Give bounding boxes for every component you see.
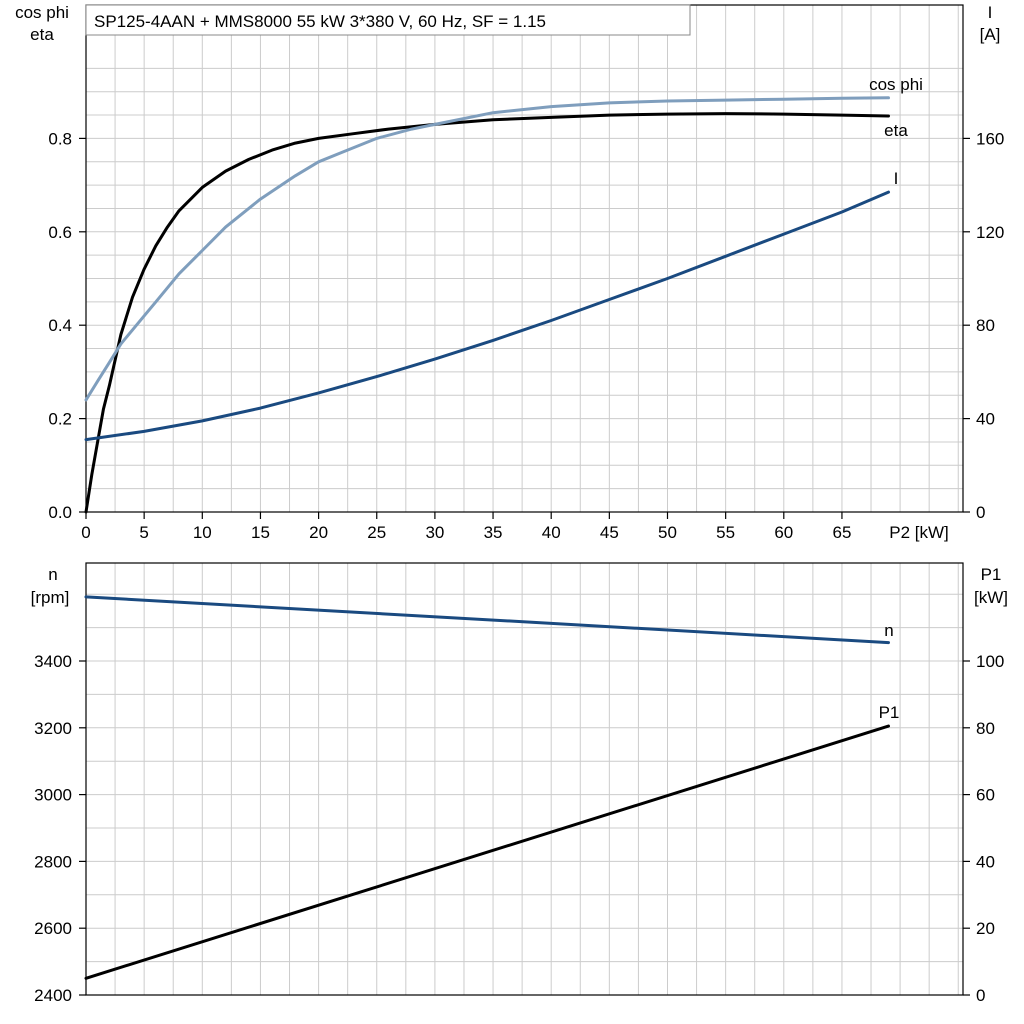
y-right-tick-label: 0 [976,503,985,522]
y-right-tick-label: 20 [976,919,995,938]
y-left-axis-label-line1: n [48,565,57,584]
x-tick-label: 25 [367,523,386,542]
x-tick-label: 10 [193,523,212,542]
series-label-i: I [894,169,899,188]
y-left-tick-label: 3200 [34,719,72,738]
x-tick-label: 40 [542,523,561,542]
bottom-plot: 2400 2600 2800 3000 3200 3400 n [rpm] 0 20 40 60 80 1… [31,562,1008,1005]
y-right-axis-label-line1: I [988,3,993,22]
y-right-axis-label-line1: P1 [981,565,1002,584]
y-left-tick-label: 3000 [34,786,72,805]
y-right-axis-label-line2: [A] [980,25,1001,44]
y-right-tick-label: 60 [976,786,995,805]
series-line-p1 [84,724,890,980]
series-line-cos-phi [84,96,890,402]
y-right-axis-label-line2: [kW] [974,588,1008,607]
y-left-tick-label: 2600 [34,919,72,938]
x-tick-label: 20 [309,523,328,542]
y-left-axis-label-line1: cos phi [15,3,69,22]
y-right-tick-label: 0 [976,986,985,1005]
x-tick-label: 5 [139,523,148,542]
y-left-tick-label: 0.4 [48,316,72,335]
top-plot: 0 5 10 15 20 25 30 35 40 45 50 55 60 65 P2 [kW] 0.0 0.2 0… [15,3,1004,542]
y-right-tick-label: 120 [976,223,1004,242]
y-right-tick-label: 100 [976,652,1004,671]
x-tick-label: 35 [484,523,503,542]
series-label-cos-phi: cos phi [869,75,923,94]
y-right-tick-label: 80 [976,316,995,335]
y-left-tick-label: 3400 [34,652,72,671]
y-right-tick-label: 80 [976,719,995,738]
bottom-plot-frame [85,562,964,996]
x-tick-label: 55 [716,523,735,542]
y-left-tick-label: 0.6 [48,223,72,242]
top-plot-frame [85,4,964,513]
y-left-axis-label-line2: eta [30,25,54,44]
y-right-tick-label: 40 [976,852,995,871]
x-tick-label: 60 [774,523,793,542]
y-left-tick-label: 0.8 [48,129,72,148]
x-tick-label: 0 [81,523,90,542]
y-left-axis-label-line2: [rpm] [31,588,70,607]
y-left-tick-label: 0.2 [48,410,72,429]
series-label-eta: eta [884,121,908,140]
series-line-n [84,595,890,645]
x-tick-label: 50 [658,523,677,542]
y-left-tick-label: 2400 [34,986,72,1005]
series-line-i [84,190,890,442]
chart-title: SP125-4AAN + MMS8000 55 kW 3*380 V, 60 H… [94,12,546,31]
series-line-eta [84,112,890,514]
x-tick-label: 45 [600,523,619,542]
y-left-tick-label: 0.0 [48,503,72,522]
title-box [85,4,691,36]
x-tick-label: 65 [832,523,851,542]
series-label-n: n [884,621,893,640]
x-tick-label: 15 [251,523,270,542]
y-right-tick-label: 40 [976,410,995,429]
y-left-tick-label: 2800 [34,852,72,871]
x-tick-label: 30 [425,523,444,542]
series-label-p1: P1 [879,703,900,722]
x-axis-label: P2 [kW] [889,523,949,542]
y-right-tick-label: 160 [976,129,1004,148]
